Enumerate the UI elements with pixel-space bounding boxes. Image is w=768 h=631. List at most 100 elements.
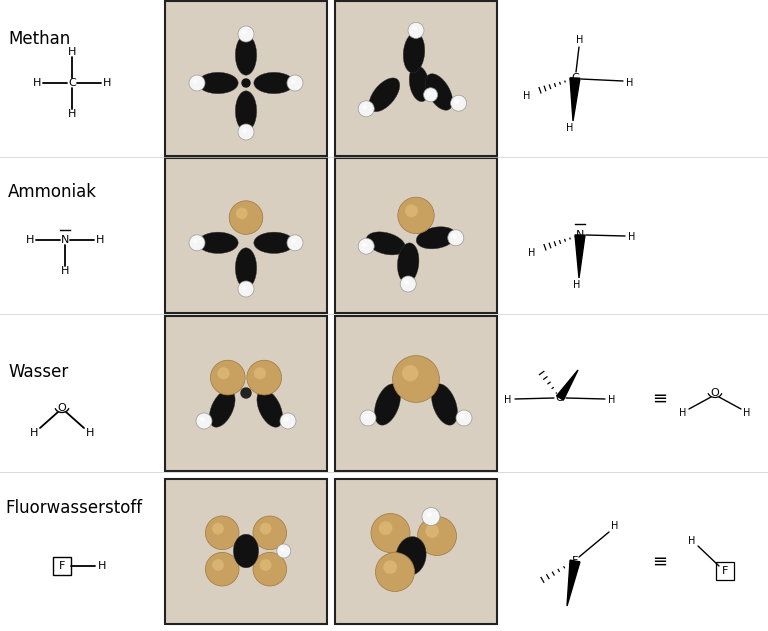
Circle shape: [358, 238, 374, 254]
Circle shape: [253, 367, 266, 379]
Circle shape: [253, 552, 286, 586]
Text: O: O: [710, 388, 720, 398]
Circle shape: [210, 360, 245, 395]
Circle shape: [260, 522, 271, 534]
Circle shape: [276, 544, 291, 558]
Circle shape: [424, 88, 438, 102]
Text: H: H: [628, 232, 636, 242]
Text: H: H: [528, 248, 536, 258]
Text: H: H: [608, 395, 616, 405]
Circle shape: [260, 559, 271, 571]
Bar: [335, 479, 497, 624]
Ellipse shape: [235, 35, 257, 75]
Text: H: H: [98, 561, 106, 571]
Circle shape: [205, 516, 239, 550]
Ellipse shape: [366, 232, 406, 255]
Bar: [335, 1, 497, 156]
Polygon shape: [575, 235, 585, 278]
Circle shape: [253, 516, 286, 550]
Text: H: H: [505, 395, 511, 405]
Circle shape: [404, 280, 409, 285]
Circle shape: [452, 234, 457, 239]
Text: H: H: [576, 35, 584, 45]
Circle shape: [291, 79, 296, 84]
Text: Ammoniak: Ammoniak: [8, 183, 97, 201]
Ellipse shape: [432, 384, 458, 425]
Circle shape: [427, 91, 432, 95]
Circle shape: [196, 413, 212, 429]
Text: Fluorwasserstoff: Fluorwasserstoff: [5, 499, 142, 517]
Circle shape: [451, 95, 467, 111]
Circle shape: [287, 75, 303, 91]
Circle shape: [460, 414, 465, 419]
Bar: [335, 316, 497, 471]
Circle shape: [193, 239, 198, 244]
Text: N: N: [576, 230, 584, 240]
Ellipse shape: [409, 66, 429, 102]
Ellipse shape: [375, 384, 401, 425]
Circle shape: [242, 30, 247, 35]
Circle shape: [189, 75, 205, 91]
Text: Methan: Methan: [8, 30, 70, 48]
Ellipse shape: [254, 232, 294, 254]
Ellipse shape: [425, 74, 452, 110]
Ellipse shape: [198, 232, 238, 254]
Circle shape: [426, 512, 432, 517]
Bar: [335, 158, 497, 313]
Circle shape: [280, 413, 296, 429]
Text: C: C: [571, 73, 579, 83]
Circle shape: [455, 99, 459, 104]
Text: Wasser: Wasser: [8, 363, 68, 381]
Polygon shape: [567, 560, 580, 606]
Text: H: H: [25, 235, 34, 245]
Circle shape: [408, 22, 424, 38]
Text: H: H: [96, 235, 104, 245]
Circle shape: [362, 242, 367, 247]
Text: H: H: [86, 428, 94, 438]
Circle shape: [238, 124, 254, 140]
Text: F: F: [572, 556, 578, 566]
Ellipse shape: [403, 33, 425, 73]
Text: $\equiv$: $\equiv$: [649, 552, 667, 570]
Text: H: H: [68, 47, 76, 57]
Text: H: H: [103, 78, 111, 88]
Circle shape: [236, 208, 247, 220]
Circle shape: [362, 105, 367, 110]
Text: F: F: [722, 566, 728, 576]
Ellipse shape: [398, 243, 419, 283]
Circle shape: [242, 285, 247, 290]
Circle shape: [287, 235, 303, 251]
Text: H: H: [32, 78, 41, 88]
Ellipse shape: [416, 227, 456, 249]
Text: H: H: [743, 408, 750, 418]
Ellipse shape: [257, 389, 283, 427]
Text: $\equiv$: $\equiv$: [649, 389, 667, 407]
Circle shape: [398, 198, 434, 233]
Circle shape: [200, 417, 205, 422]
Circle shape: [238, 26, 254, 42]
Ellipse shape: [198, 73, 238, 93]
Text: H: H: [566, 123, 574, 133]
Bar: [165, 158, 327, 313]
Text: H: H: [68, 109, 76, 119]
Bar: [716, 562, 734, 580]
Text: O: O: [58, 403, 66, 413]
Polygon shape: [570, 78, 580, 121]
Ellipse shape: [233, 534, 259, 568]
Circle shape: [212, 559, 224, 571]
Text: H: H: [61, 266, 69, 276]
Circle shape: [412, 27, 417, 31]
Circle shape: [392, 356, 439, 403]
Circle shape: [242, 128, 247, 133]
Circle shape: [241, 388, 251, 398]
Circle shape: [422, 507, 440, 526]
Circle shape: [376, 553, 415, 591]
Circle shape: [379, 521, 392, 535]
Circle shape: [217, 367, 230, 379]
Circle shape: [242, 79, 250, 87]
Text: H: H: [574, 280, 581, 290]
Circle shape: [364, 414, 369, 419]
Ellipse shape: [210, 389, 235, 427]
Text: O: O: [555, 393, 564, 403]
Ellipse shape: [235, 91, 257, 131]
